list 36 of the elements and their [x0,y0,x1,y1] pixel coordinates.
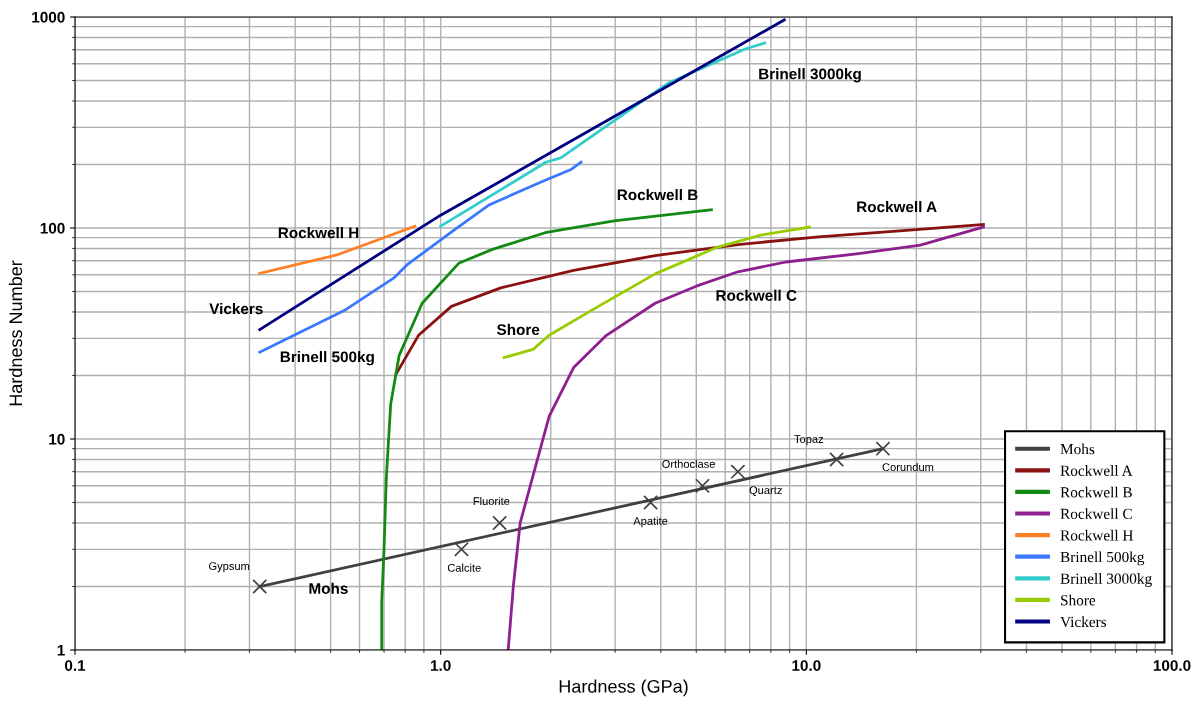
legend-label: Shore [1061,594,1096,606]
legend-label: Vickers [1060,616,1107,628]
y-tick-label: 1000 [32,11,65,23]
annotation: Corundum [882,462,934,472]
annotation: Topaz [794,435,824,446]
x-tick-label: 0.1 [64,660,86,671]
legend-label: Rockwell B [1060,486,1132,498]
annotation: Shore [496,323,540,336]
annotation: Rockwell B [617,189,698,201]
y-tick-label: 10 [49,433,65,445]
annotation: Brinell 500kg [280,351,374,366]
annotation: Fluorite [473,496,510,506]
annotation: Gypsum [209,562,250,573]
legend-label: Rockwell A [1060,465,1133,476]
annotation: Rockwell A [857,201,937,213]
annotation: Rockwell C [716,289,797,301]
x-tick-label: 100.0 [1153,660,1191,671]
legend-label: Brinell 500kg [1060,551,1145,566]
annotation: Orthoclase [662,459,715,468]
x-tick-label: 1.0 [431,660,451,671]
annotation: Rockwell H [278,227,359,239]
annotation: Calcite [447,563,481,572]
legend-label: Rockwell H [1060,529,1134,541]
y-tick-label: 100 [40,222,65,234]
legend-label: Mohs [1060,443,1095,455]
annotation: Vickers [209,302,263,315]
x-axis-title: Hardness (GPa) [559,679,688,697]
y-axis-title: Hardness Number [8,260,23,406]
legend-label: Brinell 3000kg [1060,573,1152,587]
y-tick-label: 1 [57,645,65,656]
annotation: Apatite [633,516,668,528]
x-tick-label: 10.0 [792,660,821,671]
annotation: Mohs [309,582,348,594]
annotation: Quartz [749,486,782,497]
annotation: Brinell 3000kg [759,68,861,83]
legend-label: Rockwell C [1060,508,1132,520]
